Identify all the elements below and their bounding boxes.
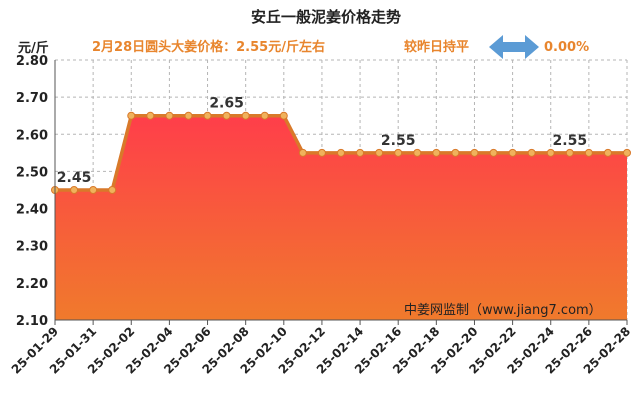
- y-tick-labels: 2.80 2.70 2.60 2.50 2.40 2.30 2.20 2.10: [16, 54, 48, 329]
- double-arrow-icon: [489, 35, 539, 59]
- data-label: 2.45: [57, 170, 92, 186]
- data-point: [222, 111, 231, 120]
- data-point: [623, 148, 631, 157]
- data-point: [203, 111, 212, 120]
- data-point: [241, 111, 250, 120]
- area-fill-shape: [55, 115, 627, 320]
- area-fill: [55, 115, 627, 320]
- y-tick-label: 2.10: [16, 314, 48, 329]
- y-tick-label: 2.70: [16, 91, 48, 106]
- chart-title: 安丘一般泥姜价格走势: [251, 8, 401, 26]
- data-point: [527, 148, 536, 157]
- comparison-label: 较昨日持平: [404, 39, 469, 55]
- data-point: [108, 186, 117, 194]
- y-tick-label: 2.60: [16, 128, 48, 143]
- data-point: [260, 111, 269, 120]
- data-point: [298, 148, 307, 157]
- data-point: [584, 148, 593, 157]
- x-tick-labels: 25-01-2925-01-3125-02-0225-02-0425-02-06…: [9, 324, 633, 376]
- axes: [54, 60, 628, 325]
- comparison-value: 0.00%: [544, 40, 589, 55]
- y-tick-label: 2.50: [16, 165, 48, 180]
- y-tick-label: 2.30: [16, 240, 48, 255]
- data-point: [470, 148, 479, 157]
- series-markers: [51, 111, 631, 194]
- data-point: [184, 111, 193, 120]
- data-point: [279, 111, 288, 120]
- data-point: [546, 148, 555, 157]
- data-point: [375, 148, 384, 157]
- data-label: 2.55: [381, 133, 416, 149]
- data-point: [146, 111, 155, 120]
- data-point: [451, 148, 460, 157]
- data-point: [165, 111, 174, 120]
- y-tick-label: 2.40: [16, 203, 48, 218]
- data-labels: 2.45 2.65 2.55 2.55: [57, 96, 587, 186]
- data-label: 2.65: [209, 96, 244, 112]
- price-subtitle: 2月28日圆头大姜价格：2.55元/斤左右: [92, 39, 325, 55]
- data-point: [317, 148, 326, 157]
- data-point: [489, 148, 498, 157]
- data-point: [337, 148, 345, 157]
- data-point: [70, 186, 79, 194]
- data-point: [508, 148, 517, 157]
- data-point: [356, 148, 365, 157]
- watermark: 中姜网监制（www.jiang7.com）: [404, 303, 602, 318]
- data-point: [89, 186, 98, 194]
- data-label: 2.55: [553, 133, 588, 149]
- data-point: [432, 148, 441, 157]
- data-point: [394, 148, 403, 157]
- y-unit-label: 元/斤: [18, 40, 49, 56]
- data-point: [127, 111, 136, 120]
- y-tick-label: 2.80: [16, 54, 48, 69]
- data-point: [565, 148, 574, 157]
- data-point: [603, 148, 612, 157]
- data-point: [413, 148, 422, 157]
- y-tick-label: 2.20: [16, 277, 48, 292]
